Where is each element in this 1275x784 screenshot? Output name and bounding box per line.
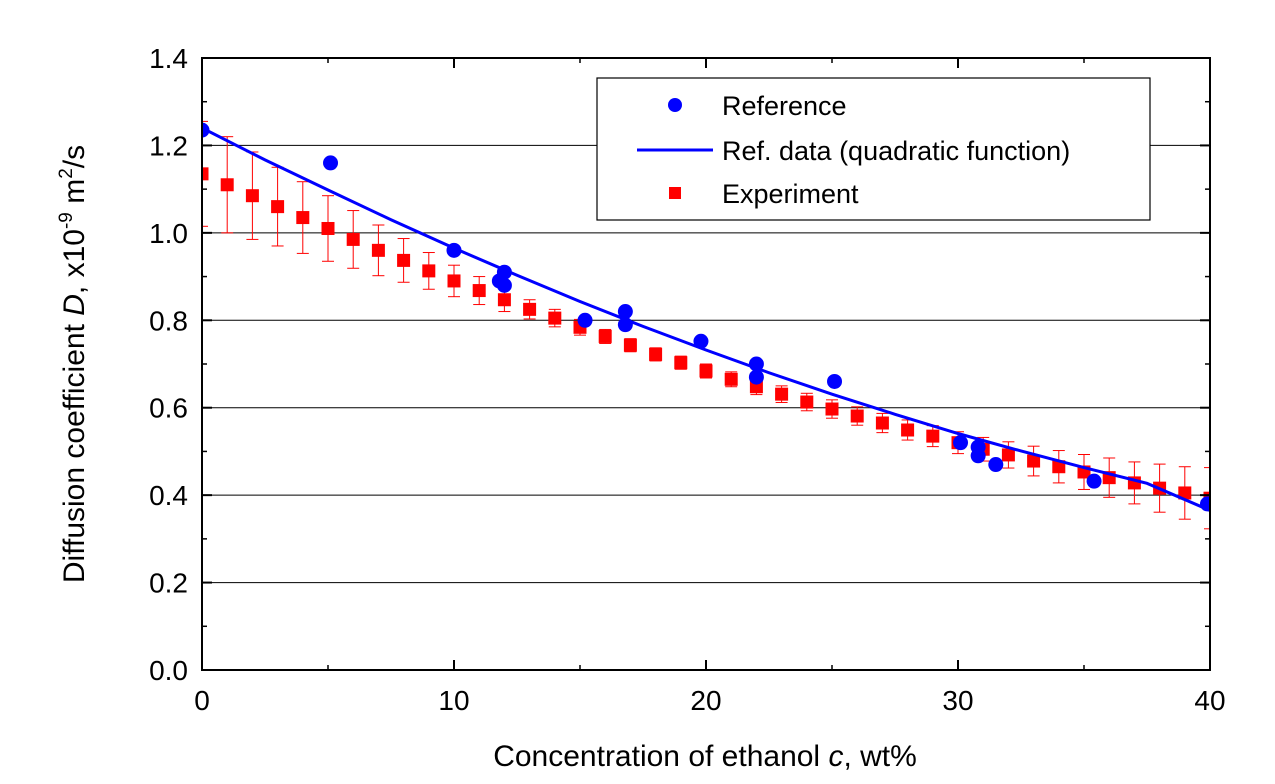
y-tick-label: 1.4 [149, 43, 188, 74]
reference-point [693, 333, 709, 349]
y-axis-title-part: -9 [56, 212, 77, 229]
experiment-point [699, 364, 713, 378]
x-tick-label: 20 [690, 685, 721, 716]
reference-point [1086, 473, 1102, 489]
legend-marker-experiment [669, 187, 681, 199]
experiment-point [245, 189, 259, 203]
y-axis-title-part: m [58, 179, 91, 212]
reference-point [323, 155, 339, 171]
experiment-point [724, 372, 738, 386]
y-axis-title: Diffusion coefficient D, x10-9 m2/s [56, 145, 91, 583]
reference-point [496, 264, 512, 280]
experiment-point [1178, 486, 1192, 500]
legend-label-fit: Ref. data (quadratic function) [722, 136, 1070, 166]
y-axis-title-part: Diffusion coefficient [58, 316, 91, 583]
experiment-point [447, 274, 461, 288]
reference-point [1199, 496, 1210, 512]
legend-label-experiment: Experiment [722, 179, 859, 209]
experiment-point [497, 293, 511, 307]
x-tick-label: 30 [942, 685, 973, 716]
x-tick-label: 10 [438, 685, 469, 716]
reference-point [970, 448, 986, 464]
axes [201, 57, 1211, 671]
experiment-point [850, 409, 864, 423]
experiment-point [202, 167, 209, 181]
reference-point [748, 356, 764, 372]
y-tick-label: 0.0 [149, 655, 188, 686]
experiment-point [926, 429, 940, 443]
experiment-point [371, 243, 385, 257]
reference-point [748, 369, 764, 385]
experiment-point [1001, 448, 1015, 462]
experiment-point [775, 387, 789, 401]
reference-point [202, 122, 210, 138]
experiment-point [548, 311, 562, 325]
y-tick-label: 0.4 [149, 480, 188, 511]
y-tick-label: 0.8 [149, 305, 188, 336]
experiment-point [598, 329, 612, 343]
x-tick-label: 40 [1194, 685, 1225, 716]
y-tick-label: 1.0 [149, 218, 188, 249]
y-tick-label: 0.6 [149, 393, 188, 424]
plot-area [202, 120, 1210, 530]
experiment-point [523, 302, 537, 316]
reference-point [577, 312, 593, 328]
y-axis-title-part: /s [58, 145, 91, 168]
experiment-point [875, 416, 889, 430]
experiment-point [296, 211, 310, 225]
experiment-point [1052, 460, 1066, 474]
experiment-point [472, 284, 486, 298]
experiment-point [271, 200, 285, 214]
experiment-point [825, 402, 839, 416]
y-tick-label: 0.2 [149, 568, 188, 599]
experiment-point [901, 423, 915, 437]
y-axis-title-part: , x10 [58, 229, 91, 294]
experiment-point [422, 264, 436, 278]
legend-marker-reference [668, 98, 682, 112]
x-tick-label: 0 [194, 685, 210, 716]
reference-point [446, 242, 462, 258]
legend: Reference Ref. data (quadratic function)… [596, 77, 1151, 221]
experiment-point [397, 253, 411, 267]
experiment-point [220, 178, 234, 192]
legend-label-reference: Reference [722, 91, 847, 121]
experiment-point [623, 338, 637, 352]
y-tick-label: 1.2 [149, 130, 188, 161]
experiment-point [1027, 454, 1041, 468]
reference-point [617, 317, 633, 333]
reference-point [496, 277, 512, 293]
reference-point [988, 457, 1004, 473]
tick-labels: 0 10 20 30 40 0.0 0.2 0.4 0.6 0.8 1.0 1.2 1.4 [149, 43, 1226, 716]
experiment-point [346, 232, 360, 246]
experiment-point [321, 221, 335, 235]
reference-point [617, 304, 633, 320]
experiment-point [674, 356, 688, 370]
fit-line [202, 126, 1210, 512]
x-axis-title: Concentration of ethanol c, wt% [493, 740, 917, 773]
x-axis-title-part: Concentration of ethanol [493, 740, 828, 773]
y-axis-title-part: 2 [56, 168, 77, 179]
reference-point [953, 435, 969, 451]
experiment-point [800, 395, 814, 409]
y-axis-title-part: D [58, 294, 91, 316]
x-axis-title-part: c [828, 740, 843, 773]
experiment-point [649, 347, 663, 361]
x-axis-title-part: , wt% [843, 740, 916, 773]
reference-point [827, 373, 843, 389]
